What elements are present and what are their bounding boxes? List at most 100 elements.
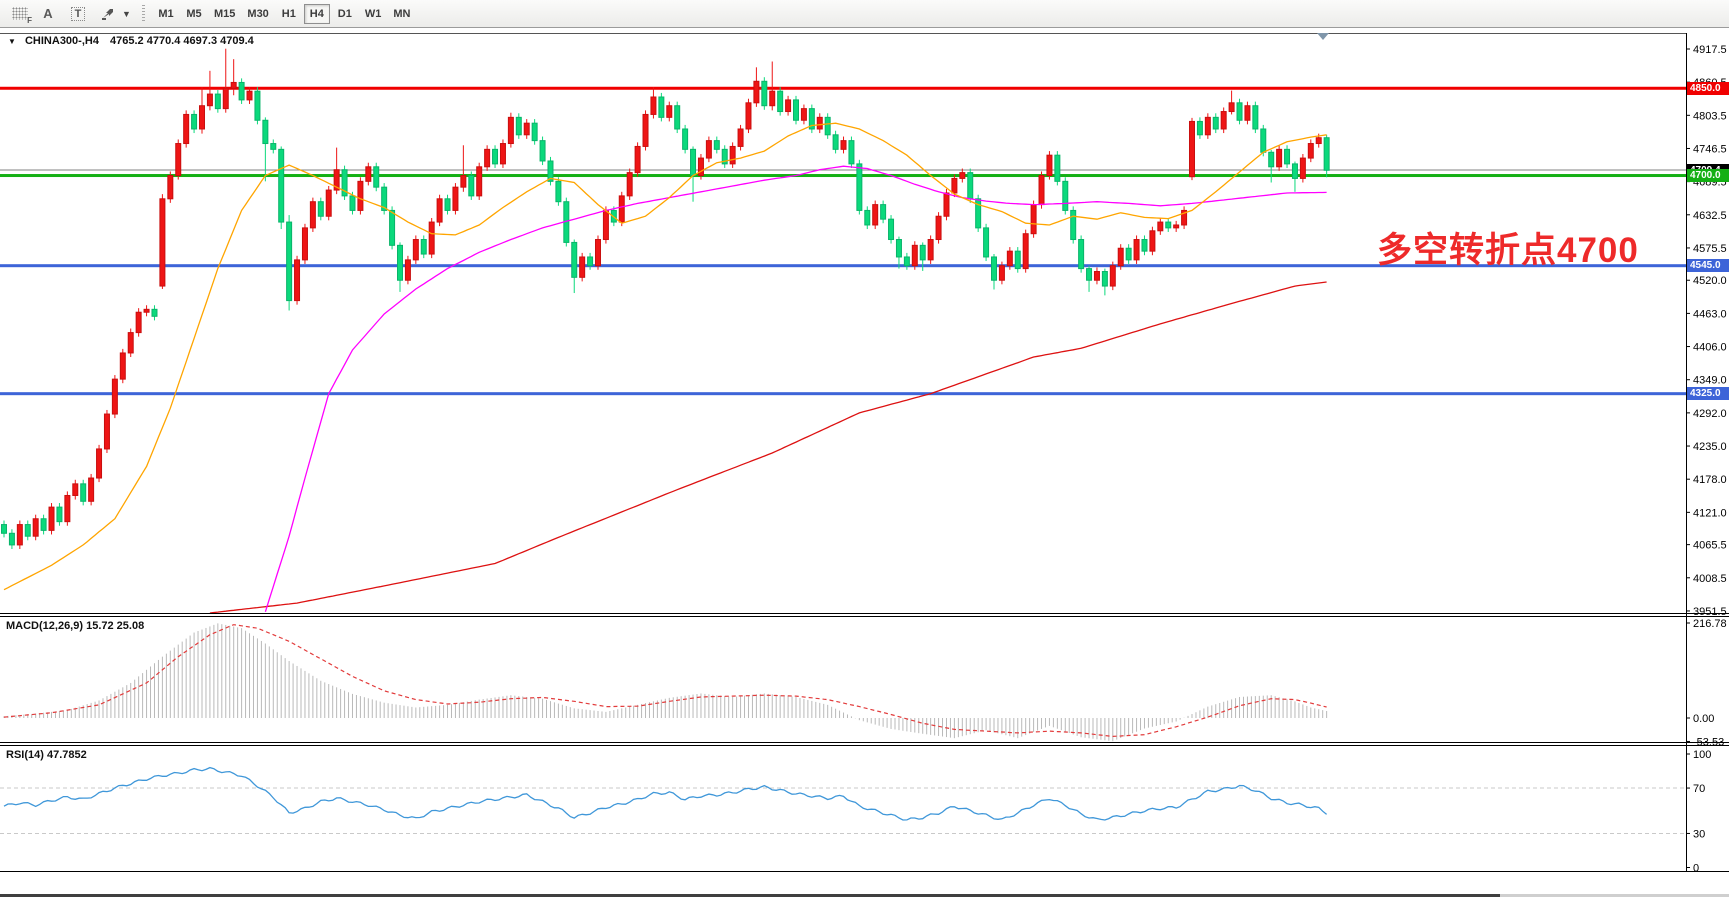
candle-body xyxy=(602,209,609,241)
candle-body xyxy=(325,189,332,217)
price-tick-label: 4008.5 xyxy=(1693,573,1727,585)
candle-body xyxy=(1006,250,1013,267)
candle-body xyxy=(1141,239,1148,252)
candle-body xyxy=(1212,116,1219,130)
candle-body xyxy=(24,524,31,537)
timeframe-h4-button[interactable]: H4 xyxy=(303,3,330,24)
candle-body xyxy=(1125,247,1132,261)
candle-body xyxy=(911,244,918,267)
price-tick-label: 4235.0 xyxy=(1693,441,1727,453)
candle-body xyxy=(991,256,997,281)
timeframe-m30-button[interactable]: M30 xyxy=(242,4,273,24)
candle-body xyxy=(230,81,237,89)
price-tick-label: 4803.5 xyxy=(1693,110,1727,122)
horizontal-scrollbar-thumb[interactable] xyxy=(0,894,1500,897)
candle-body xyxy=(983,227,990,258)
candle-body xyxy=(705,140,712,159)
candle-body xyxy=(222,87,229,110)
timeframe-d1-button[interactable]: D1 xyxy=(332,4,358,24)
candle-body xyxy=(1204,116,1211,136)
chart-canvas[interactable]: 216.780.00-53.53100703004917.54860.54803… xyxy=(0,28,1729,899)
price-tick-label: 4632.5 xyxy=(1693,210,1727,222)
candle-body xyxy=(1101,271,1108,287)
timeframe-m1-button[interactable]: M1 xyxy=(153,4,179,24)
macd-scale-label: 216.78 xyxy=(1693,618,1727,630)
candle-body xyxy=(143,308,150,313)
candle-body xyxy=(595,239,601,267)
ohlc-values: 4765.2 4770.4 4697.3 4709.4 xyxy=(110,35,254,47)
text-a-icon[interactable]: A xyxy=(43,6,53,21)
arrows-tool-icon[interactable] xyxy=(96,4,120,24)
support-4545-tag: 4545.0 xyxy=(1687,259,1729,273)
candle-body xyxy=(183,113,190,145)
candle-body xyxy=(206,93,213,107)
candle-body xyxy=(309,201,316,229)
candle-body xyxy=(175,143,182,177)
candle-body xyxy=(785,99,792,113)
candle-body xyxy=(1236,102,1243,121)
candle-body xyxy=(468,175,475,197)
candle-body xyxy=(317,201,324,217)
candle-body xyxy=(412,239,419,261)
candle-body xyxy=(333,169,340,191)
candle-body xyxy=(1189,120,1195,178)
timeframe-h1-button[interactable]: H1 xyxy=(276,4,302,24)
candle-body xyxy=(1038,175,1045,206)
candle-body xyxy=(80,483,87,502)
candle-body xyxy=(951,177,958,194)
candle-body xyxy=(1315,137,1322,145)
candle-body xyxy=(286,221,293,302)
chart-stage[interactable]: 216.780.00-53.53100703004917.54860.54803… xyxy=(0,28,1729,899)
indicators-grid-icon[interactable]: F xyxy=(6,4,32,25)
candle-body xyxy=(832,134,839,150)
timeframe-w1-button[interactable]: W1 xyxy=(360,4,387,24)
level-line-4700.0 xyxy=(0,174,1686,178)
candle-body xyxy=(1299,157,1306,179)
candle-body xyxy=(444,198,451,211)
level-line-4325.0 xyxy=(0,392,1686,396)
price-tick-label: 4121.0 xyxy=(1693,507,1727,519)
candle-body xyxy=(1181,209,1188,226)
candle-body xyxy=(56,506,63,523)
candle-body xyxy=(389,209,396,246)
macd-scale-label: -53.53 xyxy=(1693,736,1724,748)
timeframe-m15-button[interactable]: M15 xyxy=(209,4,240,24)
candle-body xyxy=(642,113,649,147)
timeframe-mn-button[interactable]: MN xyxy=(388,4,415,24)
candle-body xyxy=(1228,102,1235,113)
ma-slow-red-line xyxy=(209,281,1327,614)
candle-body xyxy=(349,195,356,211)
candle-body xyxy=(998,265,1005,281)
level-line-4545.0 xyxy=(0,264,1686,268)
candle-body xyxy=(555,180,562,203)
horizontal-scrollbar-track[interactable] xyxy=(1500,894,1729,897)
candle-body xyxy=(294,259,301,302)
candle-body xyxy=(895,239,902,258)
arrows-dropdown-caret[interactable]: ▼ xyxy=(122,8,131,19)
candle-body xyxy=(48,506,55,531)
candle-body xyxy=(365,166,372,182)
candle-body xyxy=(753,80,760,104)
candle-body xyxy=(1149,230,1156,252)
candle-body xyxy=(88,477,95,502)
candle-body xyxy=(1030,204,1037,235)
candle-body xyxy=(634,145,641,174)
candle-body xyxy=(1070,209,1077,241)
symbol-dropdown-icon[interactable]: ▼ xyxy=(8,37,16,46)
candle-body xyxy=(872,204,879,226)
candle-body xyxy=(1165,221,1172,229)
panel-separator xyxy=(0,616,1729,617)
toolbar-grip xyxy=(142,4,145,23)
candle-body xyxy=(1260,128,1267,153)
panel-separator xyxy=(0,871,1729,872)
candle-body xyxy=(943,192,950,217)
chart-shift-marker[interactable] xyxy=(1317,33,1329,40)
candle-body xyxy=(967,172,974,200)
panel-separator xyxy=(0,745,1729,746)
candle-body xyxy=(40,518,47,531)
candle-body xyxy=(357,180,364,211)
candle-body xyxy=(270,143,277,150)
timeframe-m5-button[interactable]: M5 xyxy=(181,4,207,24)
candle-body xyxy=(507,116,514,145)
text-label-icon[interactable]: T xyxy=(66,4,90,24)
